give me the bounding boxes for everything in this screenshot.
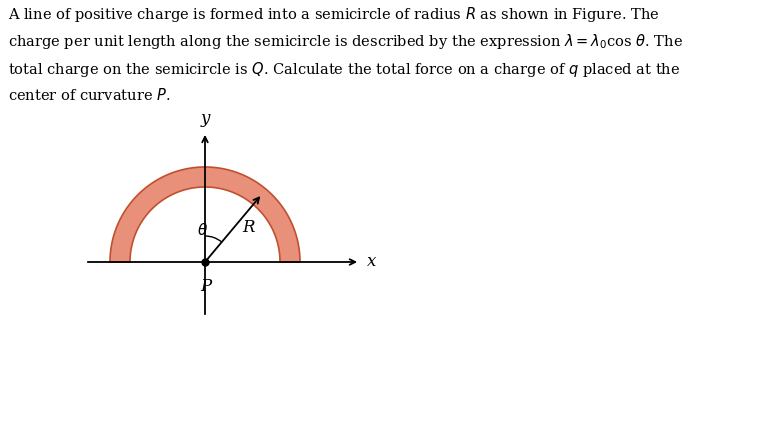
- Text: P: P: [200, 278, 212, 295]
- Text: $\theta$: $\theta$: [197, 222, 208, 238]
- Text: x: x: [367, 253, 376, 271]
- Text: R: R: [242, 219, 255, 236]
- Polygon shape: [110, 167, 300, 262]
- Text: A line of positive charge is formed into a semicircle of radius $R$ as shown in : A line of positive charge is formed into…: [8, 5, 683, 103]
- Text: y: y: [200, 110, 210, 127]
